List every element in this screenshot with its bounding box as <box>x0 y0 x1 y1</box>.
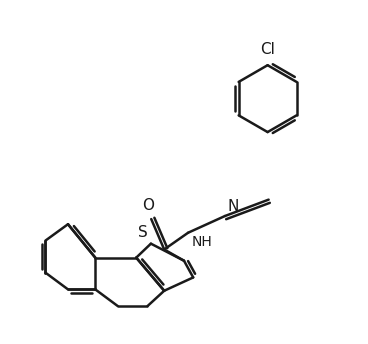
Text: S: S <box>138 225 148 240</box>
Text: O: O <box>142 198 155 213</box>
Text: N: N <box>228 199 239 214</box>
Text: Cl: Cl <box>260 42 275 57</box>
Text: NH: NH <box>191 235 212 249</box>
